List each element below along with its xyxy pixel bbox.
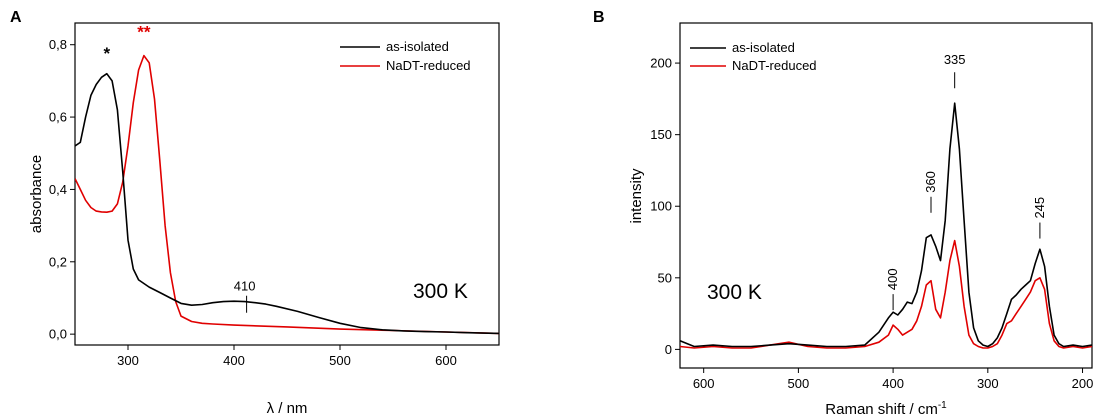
panel-b-annotation-335: 335 xyxy=(944,52,966,89)
panel-b-annotation-400-label: 400 xyxy=(885,268,900,290)
panel-a-annotation-star: * xyxy=(103,44,110,63)
panel-b-y-axis-label: intensity xyxy=(628,168,645,224)
panel-b-legend: as-isolated NaDT-reduced xyxy=(690,40,817,73)
panel-b-x-tick-label: 400 xyxy=(882,376,904,391)
panel-a-y-axis-label: absorbance xyxy=(28,155,45,233)
panel-a-plot-frame xyxy=(74,22,500,346)
panel-a-label: A xyxy=(10,9,22,26)
panel-b-x-tick-label: 500 xyxy=(788,376,810,391)
panel-b-x-axis-label-superscript: -1 xyxy=(938,400,947,411)
panel-b-x-axis-label-text: Raman shift / cm xyxy=(825,401,938,417)
panel-b-x-axis-label: Raman shift / cm-1 xyxy=(825,400,947,417)
panel-a-annotation-410: 410 xyxy=(234,279,256,294)
panel-b-x-ticks: 600 500 400 300 200 xyxy=(693,368,1094,391)
panel-a-legend-reduced: NaDT-reduced xyxy=(386,58,471,73)
panel-a-series xyxy=(75,54,499,335)
panel-a-y-tick-label: 0,8 xyxy=(49,37,67,52)
panel-b-temperature-label: 300 K xyxy=(707,281,762,304)
panel-b-series-as-isolated-line xyxy=(680,102,1092,348)
panel-b-legend-as-isolated: as-isolated xyxy=(732,40,795,55)
panel-a-series-reduced-line xyxy=(75,54,499,335)
panel-a-x-tick-label: 600 xyxy=(435,353,457,368)
panel-b: B 600 500 400 300 200 0 50 100 150 200 Raman shi… xyxy=(593,9,1093,417)
panel-b-annotation-400: 400 xyxy=(885,268,900,311)
panel-b-annotations: 400 360 335 245 xyxy=(885,52,1047,311)
panel-a-x-tick-label: 400 xyxy=(223,353,245,368)
panel-a-annotation-double-star: ** xyxy=(137,22,151,41)
panel-a-series-as-isolated-line xyxy=(75,72,499,335)
panel-a-y-ticks: 0,0 0,2 0,4 0,6 0,8 xyxy=(49,37,75,342)
panel-b-label: B xyxy=(593,9,605,26)
panel-a-legend-as-isolated: as-isolated xyxy=(386,39,449,54)
panel-a-x-tick-label: 300 xyxy=(117,353,139,368)
panel-b-y-tick-label: 150 xyxy=(650,127,672,142)
panel-b-y-ticks: 0 50 100 150 200 xyxy=(650,56,680,357)
panel-b-y-tick-label: 0 xyxy=(665,342,672,357)
panel-a-temperature-label: 300 K xyxy=(413,280,468,303)
panel-b-series-reduced-line xyxy=(680,239,1092,349)
panel-b-annotation-360: 360 xyxy=(923,171,938,213)
panel-b-plot-frame xyxy=(679,22,1093,369)
panel-b-y-tick-label: 50 xyxy=(658,270,672,285)
panel-b-y-tick-label: 100 xyxy=(650,199,672,214)
panel-a-x-tick-label: 500 xyxy=(329,353,351,368)
panel-a-annotations: * ** 410 xyxy=(103,22,256,313)
panel-b-annotation-245-label: 245 xyxy=(1032,197,1047,219)
panel-b-annotation-245: 245 xyxy=(1032,197,1047,239)
panel-b-x-tick-label: 200 xyxy=(1072,376,1094,391)
panel-b-y-tick-label: 200 xyxy=(650,56,672,71)
panel-a-legend: as-isolated NaDT-reduced xyxy=(340,39,471,73)
panel-a-x-ticks: 300 400 500 600 xyxy=(117,345,457,368)
panel-a-y-tick-label: 0,0 xyxy=(49,327,67,342)
panel-b-x-tick-label: 300 xyxy=(977,376,999,391)
panel-b-annotation-360-label: 360 xyxy=(923,171,938,193)
panel-b-annotation-335-label: 335 xyxy=(944,52,966,67)
panel-b-legend-reduced: NaDT-reduced xyxy=(732,58,817,73)
panel-a-y-tick-label: 0,2 xyxy=(49,254,67,269)
panel-a-x-axis-label: λ / nm xyxy=(267,400,308,417)
panel-a: A 300 400 500 600 0,0 0,2 0,4 0,6 0,8 λ / nm ab… xyxy=(10,9,500,417)
panel-b-series xyxy=(680,102,1092,349)
panel-a-y-tick-label: 0,6 xyxy=(49,110,67,125)
panel-a-y-tick-label: 0,4 xyxy=(49,182,67,197)
panel-b-x-tick-label: 600 xyxy=(693,376,715,391)
